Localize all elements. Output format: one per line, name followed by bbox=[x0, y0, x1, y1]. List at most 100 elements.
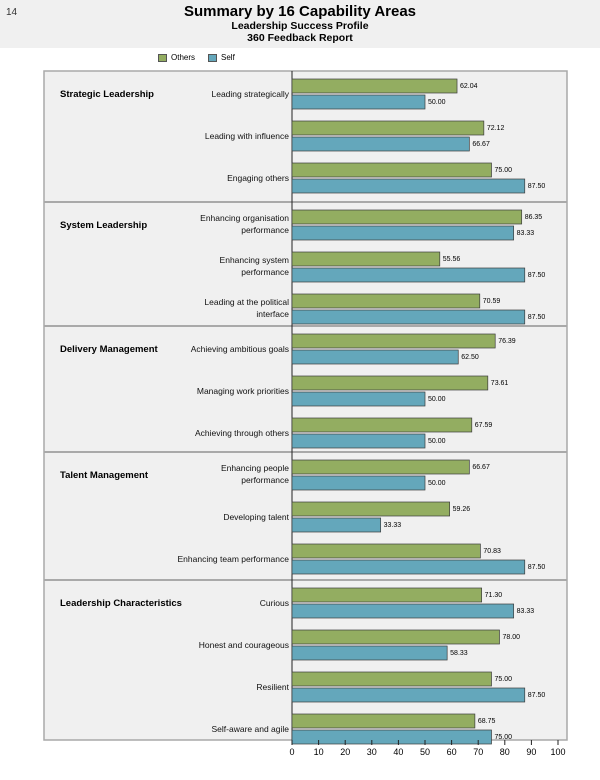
x-tick-label: 20 bbox=[340, 747, 350, 757]
data-label-self: 50.00 bbox=[428, 480, 446, 487]
x-tick-label: 100 bbox=[550, 747, 565, 757]
category-label: Honest and courageous bbox=[199, 640, 289, 650]
data-label-self: 87.50 bbox=[528, 692, 546, 699]
data-label-self: 50.00 bbox=[428, 396, 446, 403]
data-label-others: 55.56 bbox=[443, 256, 461, 263]
bar-self bbox=[291, 559, 526, 575]
bar-others bbox=[291, 459, 470, 475]
data-label-self: 83.33 bbox=[517, 608, 535, 615]
category-label-line-2: performance bbox=[241, 225, 289, 235]
category-label: Leading with influence bbox=[205, 131, 289, 141]
bar-others bbox=[291, 543, 481, 559]
category-label: Leading strategically bbox=[212, 89, 290, 99]
bar-others bbox=[291, 375, 489, 391]
bar-self bbox=[291, 433, 426, 449]
legend-swatch-others bbox=[158, 53, 167, 62]
bar-others bbox=[291, 120, 485, 136]
legend-item-others: Others bbox=[158, 53, 195, 62]
data-label-self: 87.50 bbox=[528, 314, 546, 321]
data-label-others: 78.00 bbox=[502, 634, 520, 641]
bar-self bbox=[291, 309, 526, 325]
group-label: Leadership Characteristics bbox=[60, 598, 182, 609]
data-label-others: 71.30 bbox=[485, 592, 503, 599]
bar-self bbox=[291, 225, 515, 241]
x-tick-label: 0 bbox=[289, 747, 294, 757]
data-label-others: 68.75 bbox=[478, 718, 496, 725]
group-label: Talent Management bbox=[60, 470, 149, 481]
bar-self bbox=[291, 136, 470, 152]
category-label: Enhancing people bbox=[221, 463, 289, 473]
x-tick-label: 90 bbox=[526, 747, 536, 757]
bar-self bbox=[291, 687, 526, 703]
x-tick-label: 30 bbox=[367, 747, 377, 757]
data-label-self: 87.50 bbox=[528, 183, 546, 190]
category-label: Leading at the political bbox=[204, 297, 289, 307]
data-label-others: 67.59 bbox=[475, 422, 493, 429]
data-label-self: 62.50 bbox=[461, 354, 479, 361]
category-label: Enhancing system bbox=[220, 255, 289, 265]
chart-subtitle: Leadership Success Profile bbox=[231, 20, 369, 32]
x-tick-label: 10 bbox=[314, 747, 324, 757]
data-label-self: 50.00 bbox=[428, 438, 446, 445]
category-label: Curious bbox=[260, 598, 289, 608]
bar-self bbox=[291, 517, 382, 533]
bar-others bbox=[291, 671, 492, 687]
bar-self bbox=[291, 645, 448, 661]
bar-others bbox=[291, 587, 483, 603]
data-label-others: 75.00 bbox=[495, 167, 513, 174]
bar-self bbox=[291, 729, 492, 745]
data-label-others: 59.26 bbox=[453, 506, 471, 513]
legend-label-others: Others bbox=[171, 53, 196, 62]
report-header: 14 Summary by 16 Capability Areas Leader… bbox=[0, 0, 600, 48]
category-label: Resilient bbox=[256, 682, 289, 692]
bar-others bbox=[291, 162, 492, 178]
bar-self bbox=[291, 475, 426, 491]
x-tick-label: 70 bbox=[473, 747, 483, 757]
data-label-others: 70.59 bbox=[483, 298, 501, 305]
group-label: Delivery Management bbox=[60, 344, 159, 355]
category-label-line-2: performance bbox=[241, 475, 289, 485]
data-label-self: 33.33 bbox=[384, 522, 402, 529]
bar-others bbox=[291, 209, 523, 225]
category-label: Enhancing organisation bbox=[200, 213, 289, 223]
x-tick-label: 50 bbox=[420, 747, 430, 757]
data-label-self: 87.50 bbox=[528, 272, 546, 279]
bar-self bbox=[291, 94, 426, 110]
legend-swatch-self bbox=[208, 53, 217, 62]
data-label-self: 66.67 bbox=[472, 141, 490, 148]
legend: Others Self bbox=[0, 53, 600, 65]
bar-self bbox=[291, 349, 459, 365]
category-label: Achieving ambitious goals bbox=[191, 344, 289, 354]
x-tick-label: 60 bbox=[447, 747, 457, 757]
category-label-line-2: interface bbox=[256, 309, 289, 319]
category-label: Self-aware and agile bbox=[212, 724, 290, 734]
data-label-self: 87.50 bbox=[528, 564, 546, 571]
data-label-others: 73.61 bbox=[491, 380, 509, 387]
chart-subtitle-2: 360 Feedback Report bbox=[247, 32, 353, 44]
bar-others bbox=[291, 417, 473, 433]
bar-others bbox=[291, 78, 458, 94]
data-label-others: 86.35 bbox=[525, 214, 543, 221]
data-label-self: 83.33 bbox=[517, 230, 535, 237]
data-label-others: 62.04 bbox=[460, 83, 478, 90]
category-label: Managing work priorities bbox=[197, 386, 289, 396]
bar-others bbox=[291, 333, 496, 349]
bar-self bbox=[291, 178, 526, 194]
chart-title: Summary by 16 Capability Areas bbox=[183, 3, 417, 20]
group-label: System Leadership bbox=[60, 220, 147, 231]
bar-others bbox=[291, 629, 500, 645]
legend-label-self: Self bbox=[221, 53, 235, 62]
category-label: Achieving through others bbox=[195, 428, 289, 438]
data-label-others: 76.39 bbox=[498, 338, 516, 345]
category-label-line-2: performance bbox=[241, 267, 289, 277]
bar-others bbox=[291, 251, 441, 267]
data-label-others: 75.00 bbox=[495, 676, 513, 683]
bar-others bbox=[291, 293, 481, 309]
bar-self bbox=[291, 267, 526, 283]
data-label-others: 70.83 bbox=[483, 548, 501, 555]
group-label: Strategic Leadership bbox=[60, 89, 154, 100]
data-label-self: 75.00 bbox=[495, 734, 513, 741]
bar-others bbox=[291, 501, 450, 517]
bar-others bbox=[291, 713, 476, 729]
